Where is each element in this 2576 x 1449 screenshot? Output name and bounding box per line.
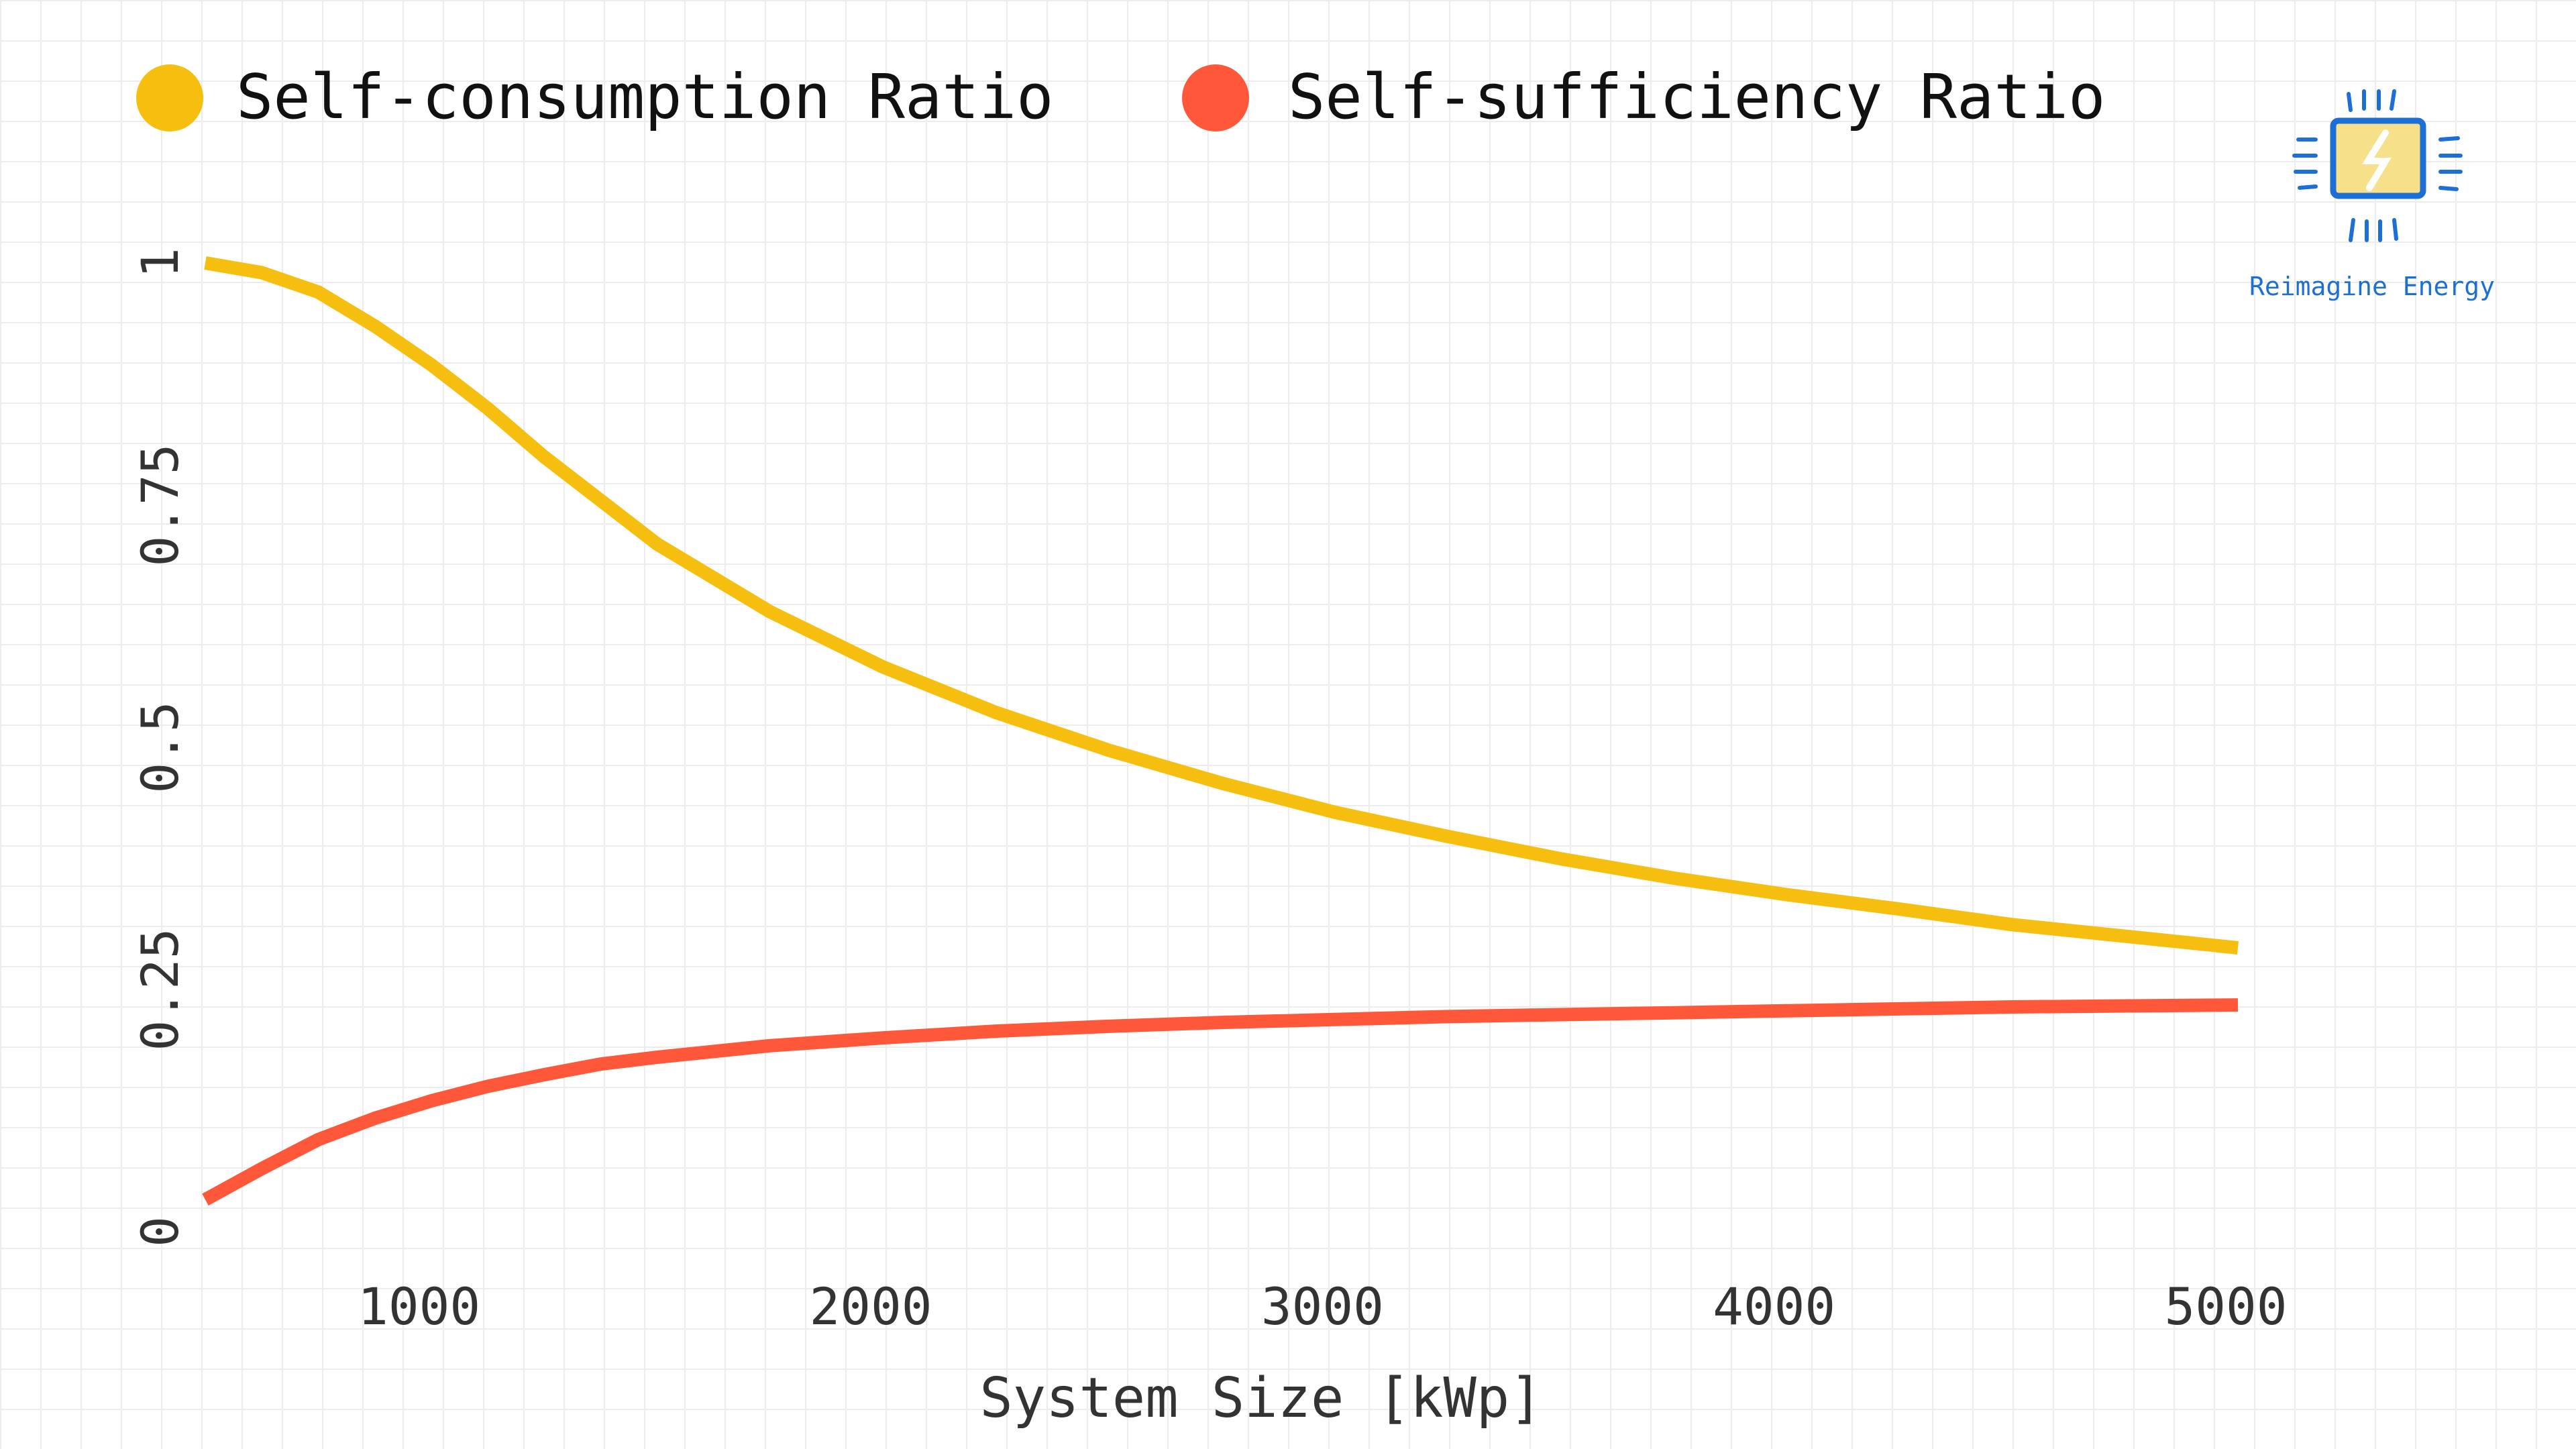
y-axis-ticks: 0 0.25 0.5 0.75 1	[130, 248, 190, 1247]
y-tick-label: 0	[130, 1216, 190, 1247]
x-axis-ticks: 1000 2000 3000 4000 5000	[358, 1277, 2287, 1336]
legend-swatch-self-consumption	[136, 64, 203, 131]
x-tick-label: 3000	[1261, 1277, 1384, 1336]
series-line-self-consumption	[204, 256, 2239, 955]
legend-swatch-self-sufficiency	[1182, 64, 1249, 131]
series-line-self-sufficiency	[202, 998, 2239, 1206]
chip-lightning-icon	[2292, 89, 2463, 242]
x-tick-label: 5000	[2164, 1277, 2287, 1336]
logo: Reimagine Energy	[2249, 89, 2495, 301]
logo-text: Reimagine Energy	[2249, 272, 2495, 301]
x-tick-label: 4000	[1713, 1277, 1835, 1336]
x-tick-label: 1000	[358, 1277, 480, 1336]
legend: Self-consumption Ratio Self-sufficiency …	[136, 61, 2106, 133]
x-tick-label: 2000	[809, 1277, 932, 1336]
y-tick-label: 0.25	[130, 928, 190, 1051]
series-lines	[202, 256, 2239, 1206]
y-tick-label: 0.75	[130, 443, 190, 566]
y-tick-label: 0.5	[130, 701, 190, 793]
legend-label-self-sufficiency: Self-sufficiency Ratio	[1288, 61, 2106, 133]
y-tick-label: 1	[130, 248, 190, 278]
legend-label-self-consumption: Self-consumption Ratio	[236, 61, 1054, 133]
x-axis-label: System Size [kWp]	[979, 1366, 1542, 1430]
